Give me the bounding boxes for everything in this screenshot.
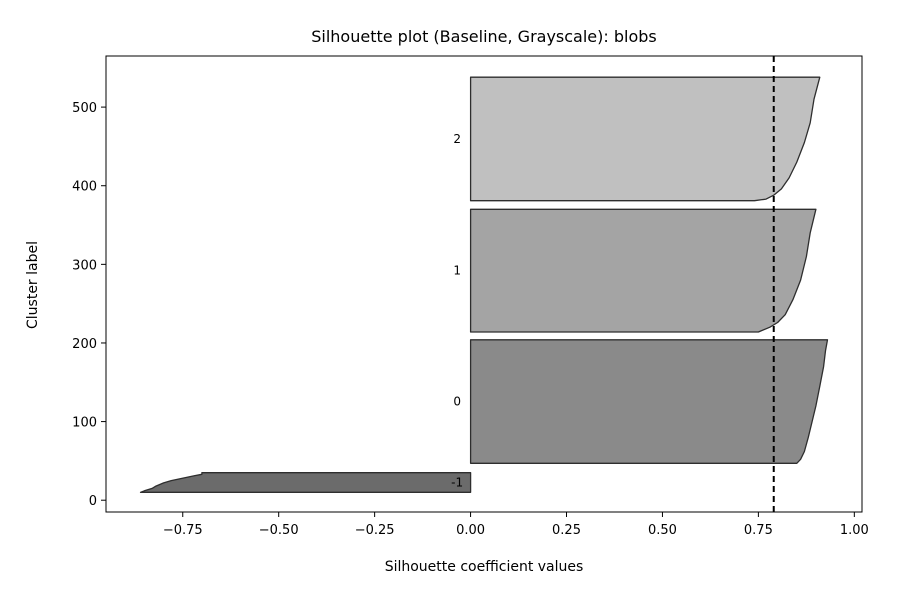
silhouette-cluster-1 bbox=[469, 339, 829, 464]
plot-area: -1 0 1 2 bbox=[105, 55, 863, 513]
cluster-label-2: 1 bbox=[453, 264, 461, 278]
x-axis-label: Silhouette coefficient values bbox=[385, 559, 584, 575]
x-tick-label: 1.00 bbox=[840, 523, 869, 538]
y-tick-label: 500 bbox=[72, 101, 97, 116]
x-tick-label: −0.75 bbox=[163, 523, 203, 538]
x-tick-label: 0.25 bbox=[552, 523, 581, 538]
axes-frame bbox=[105, 55, 863, 513]
y-tick-label: 300 bbox=[72, 258, 97, 273]
y-axis-label: Cluster label bbox=[25, 241, 41, 329]
axis-ticks: −0.75 −0.50 −0.25 0.00 0.25 0.50 0.75 1.00 0 100 2… bbox=[72, 101, 869, 538]
y-tick-label: 100 bbox=[72, 416, 97, 431]
y-tick-label: 400 bbox=[72, 180, 97, 195]
x-tick-label: 0.00 bbox=[456, 523, 485, 538]
y-tick-label: 0 bbox=[89, 494, 97, 509]
chart-title: Silhouette plot (Baseline, Grayscale): b… bbox=[311, 27, 657, 46]
silhouette-cluster-0 bbox=[139, 472, 472, 493]
silhouette-cluster-3 bbox=[469, 76, 821, 202]
x-tick-label: 0.75 bbox=[744, 523, 773, 538]
silhouette-cluster-2 bbox=[469, 208, 817, 333]
x-tick-label: −0.25 bbox=[355, 523, 395, 538]
x-tick-label: 0.50 bbox=[648, 523, 677, 538]
x-tick-label: −0.50 bbox=[259, 523, 299, 538]
cluster-label-0: -1 bbox=[451, 476, 463, 490]
y-tick-label: 200 bbox=[72, 337, 97, 352]
cluster-label-3: 2 bbox=[453, 132, 461, 146]
cluster-label-1: 0 bbox=[453, 395, 461, 409]
